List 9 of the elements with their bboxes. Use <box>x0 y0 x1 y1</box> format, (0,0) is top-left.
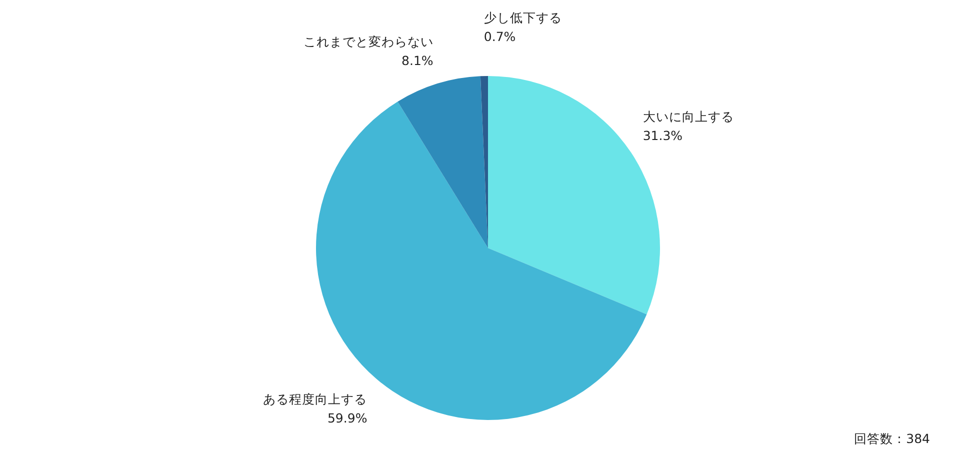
data-label: 59.9% <box>327 410 368 426</box>
slice-label: 少し低下する <box>484 10 562 26</box>
slice-label: これまでと変わらない <box>303 34 434 50</box>
data-label: 0.7% <box>484 29 516 44</box>
text: 回答数：384 <box>854 431 930 446</box>
data-label: 8.1% <box>402 53 434 68</box>
slice-label: 大いに向上する <box>642 108 734 124</box>
data-label: 31.3% <box>642 128 683 143</box>
slice-label: ある程度向上する <box>263 391 368 406</box>
